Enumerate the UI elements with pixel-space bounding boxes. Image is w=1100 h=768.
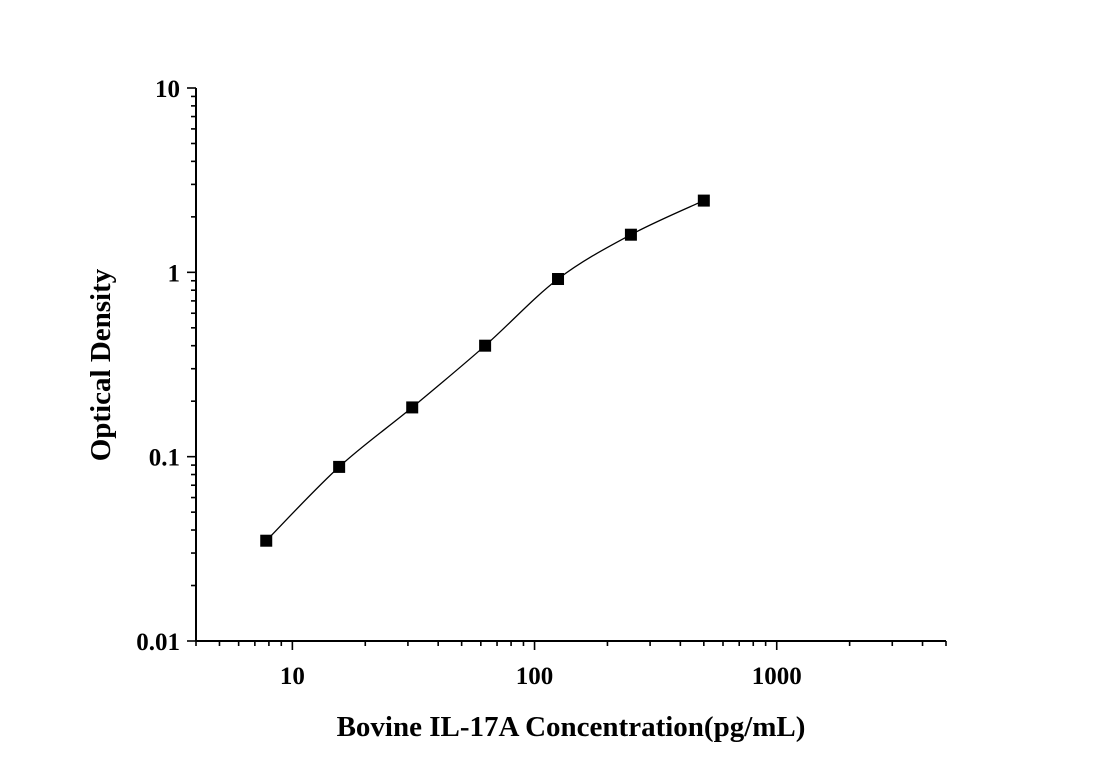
data-point [479, 339, 492, 352]
y-tick-label: 0.1 [149, 445, 180, 472]
y-axis-title: Optical Density [85, 268, 117, 461]
x-tick-label: 10 [280, 663, 305, 690]
series-layer [260, 194, 710, 547]
x-axis-title: Bovine IL-17A Concentration(pg/mL) [337, 711, 806, 743]
data-point [624, 228, 637, 241]
y-tick-label: 0.01 [136, 629, 180, 656]
data-point [552, 273, 565, 286]
data-point [260, 534, 273, 547]
x-tick-label: 1000 [752, 663, 802, 690]
data-point [406, 401, 419, 414]
y-ticks: 0.01 0.1 1 10 [136, 76, 196, 656]
axes [195, 88, 946, 642]
x-ticks: 10 100 1000 [195, 641, 947, 690]
data-point [333, 460, 346, 473]
y-tick-label: 10 [155, 76, 180, 103]
x-tick-label: 100 [516, 663, 554, 690]
data-point [697, 194, 710, 207]
fit-curve [265, 200, 705, 542]
y-tick-label: 1 [168, 260, 181, 287]
